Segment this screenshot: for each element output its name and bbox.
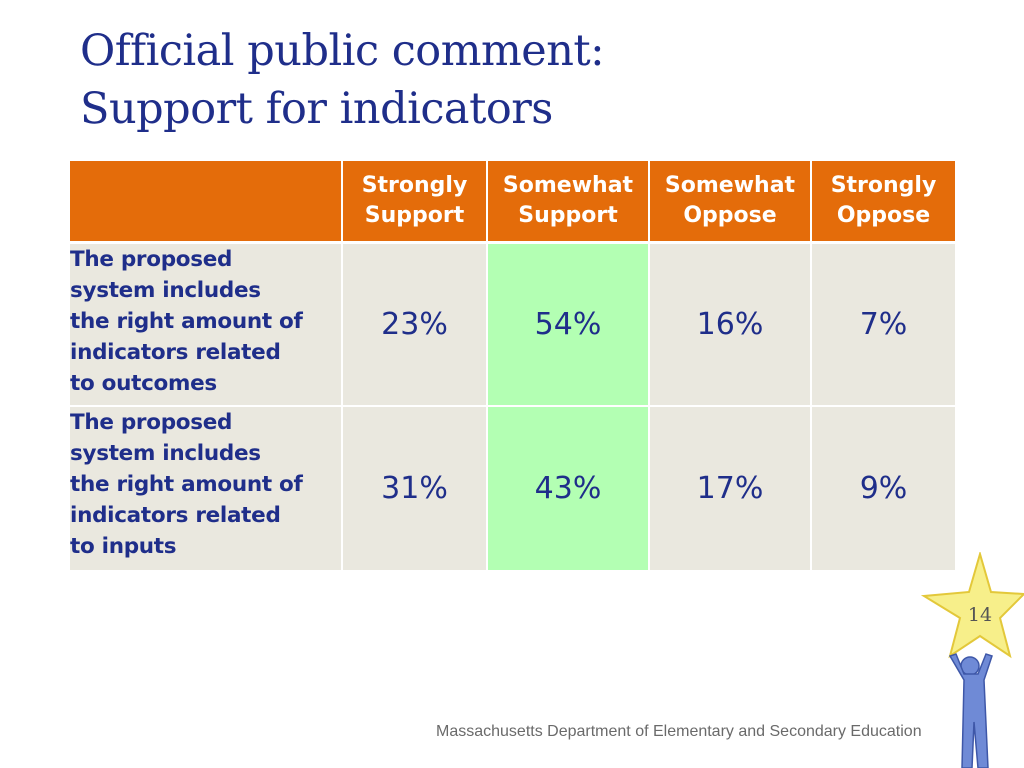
header-line: Strongly [830,173,937,198]
title-line-1: Official public comment: [80,26,605,76]
person-body [948,653,993,768]
value-cell: 23% [343,244,486,407]
star-person-icon [920,552,1024,768]
header-strongly-oppose: Strongly Oppose [812,161,955,244]
row-label-line: The proposed [70,247,233,272]
header-corner-cell [70,161,341,244]
row-label-line: to outcomes [70,371,217,396]
row-label-line: indicators related [70,503,281,528]
value-cell-highlighted: 54% [488,244,648,407]
row-label-outcomes: The proposed system includes the right a… [70,244,341,407]
header-strongly-support: Strongly Support [343,161,486,244]
table-header-row: Strongly Support Somewhat Support Somewh… [70,161,955,244]
row-label-line: indicators related [70,340,281,365]
title-line-2: Support for indicators [80,84,553,134]
row-label-line: to inputs [70,534,177,559]
header-line: Support [518,203,618,228]
page-number: 14 [967,604,993,626]
star-shape [920,552,1024,659]
row-label-line: the right amount of [70,309,303,334]
value-cell: 17% [650,407,810,570]
row-label-line: the right amount of [70,472,303,497]
row-label-inputs: The proposed system includes the right a… [70,407,341,570]
survey-results-table: Strongly Support Somewhat Support Somewh… [68,161,957,570]
slide-title: Official public comment: Support for ind… [80,22,605,138]
row-label-line: system includes [70,441,261,466]
value-cell: 16% [650,244,810,407]
footer-organization: Massachusetts Department of Elementary a… [436,723,922,740]
row-label-line: system includes [70,278,261,303]
header-line: Oppose [836,203,931,228]
table-row-outcomes: The proposed system includes the right a… [70,244,955,407]
header-somewhat-support: Somewhat Support [488,161,648,244]
row-label-line: The proposed [70,410,233,435]
header-somewhat-oppose: Somewhat Oppose [650,161,810,244]
table-row-inputs: The proposed system includes the right a… [70,407,955,570]
header-line: Support [364,203,465,228]
value-cell: 7% [812,244,955,407]
header-line: Somewhat [664,173,796,198]
value-cell-highlighted: 43% [488,407,648,570]
value-cell: 9% [812,407,955,570]
header-line: Oppose [683,203,777,228]
header-line: Strongly [361,173,468,198]
value-cell: 31% [343,407,486,570]
header-line: Somewhat [502,173,634,198]
